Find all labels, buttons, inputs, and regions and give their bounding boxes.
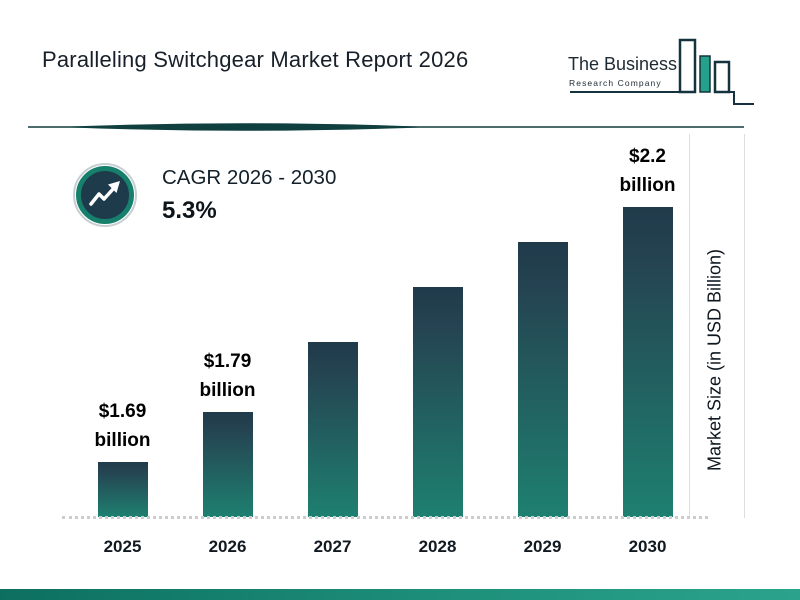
bar-2029 — [517, 242, 568, 517]
bar-value-label-2030: $2.2 billion — [619, 146, 676, 196]
bar-value-label-2026: $1.79 billion — [199, 351, 256, 401]
header-divider — [28, 123, 744, 131]
bar-group-2025: $1.69 billion 2025 — [70, 142, 175, 556]
x-axis-label-2028: 2028 — [418, 537, 457, 556]
bar-2027 — [307, 342, 358, 517]
bar-2028 — [412, 287, 463, 517]
bar-value-label-2025: $1.69 billion — [94, 401, 151, 451]
gridline-right-2 — [744, 134, 745, 518]
bar-2030 — [622, 207, 673, 517]
bar-group-2026: $1.79 billion 2026 — [175, 142, 280, 556]
y-axis-label: Market Size (in USD Billion) — [704, 248, 725, 472]
page-title: Paralleling Switchgear Market Report 202… — [42, 47, 469, 72]
x-axis-label-2025: 2025 — [103, 537, 142, 556]
bar-group-2027: 2027 — [280, 142, 385, 556]
cagr-block: CAGR 2026 - 2030 5.3% — [162, 166, 336, 225]
bar-2025 — [97, 462, 148, 517]
cagr-value: 5.3% — [162, 197, 217, 224]
x-axis-label-2027: 2027 — [313, 537, 352, 556]
gridline-right-1 — [689, 134, 690, 518]
cagr-label: CAGR 2026 - 2030 — [162, 166, 337, 189]
x-axis-label-2026: 2026 — [208, 537, 247, 556]
x-axis-baseline — [62, 516, 708, 519]
bar-group-2028: 2028 — [385, 142, 490, 556]
x-axis-label-2030: 2030 — [628, 537, 667, 556]
logo-text-line2: Research Company — [569, 78, 662, 88]
bars-container: $1.69 billion 2025 $1.79 billion 2026 2027 2028… — [70, 142, 700, 556]
company-logo: The Business Research Company — [568, 38, 754, 105]
logo-barchart-icon — [570, 38, 754, 105]
bar-2026 — [202, 412, 253, 517]
footer-accent-bar — [0, 589, 800, 600]
bar-group-2029: 2029 — [490, 142, 595, 556]
x-axis-label-2029: 2029 — [523, 537, 562, 556]
logo-text-line1: The Business — [568, 54, 677, 74]
trend-up-icon — [73, 163, 137, 227]
bar-group-2030: $2.2 billion 2030 — [595, 142, 700, 556]
